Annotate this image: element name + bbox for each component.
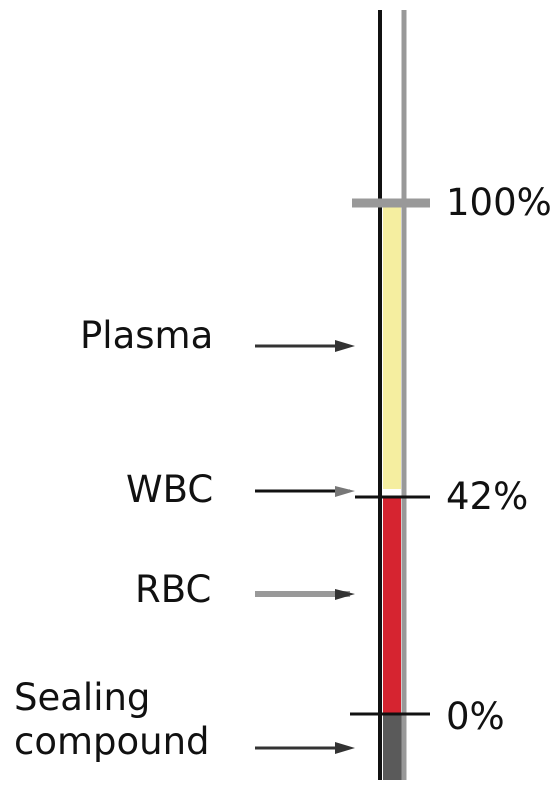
arrowhead — [335, 340, 355, 352]
scale-0: 0% — [446, 695, 505, 739]
diagram — [0, 0, 558, 785]
page: Plasma WBC RBC Sealing compound 100% 42%… — [0, 0, 558, 785]
label-plasma: Plasma — [80, 314, 213, 358]
sealing-layer — [383, 714, 403, 780]
scale-100: 100% — [446, 181, 552, 225]
rbc-layer — [383, 497, 401, 713]
plasma-layer — [383, 203, 401, 489]
label-rbc: RBC — [135, 568, 211, 612]
label-sealing: Sealing compound — [14, 676, 234, 764]
arrowhead — [335, 486, 355, 497]
arrowhead — [335, 589, 355, 600]
label-wbc: WBC — [126, 468, 213, 512]
arrowhead — [335, 742, 355, 754]
scale-42: 42% — [446, 475, 528, 519]
